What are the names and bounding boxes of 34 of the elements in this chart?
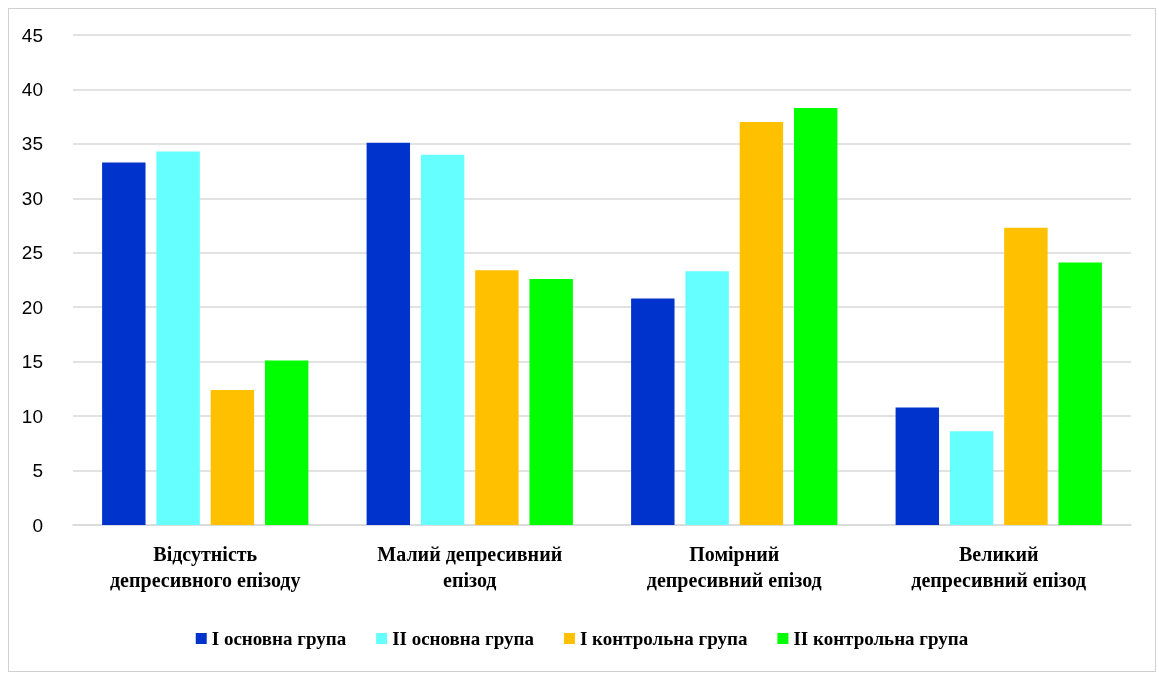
y-tick-label: 0 [32, 514, 43, 536]
legend-label: I основна група [211, 628, 347, 649]
legend-label: I контрольна група [579, 628, 748, 649]
bar [420, 154, 465, 525]
y-tick-label: 15 [21, 351, 43, 373]
x-tick-label: Малий депресивний епізод [377, 543, 563, 591]
y-tick-label: 5 [32, 460, 43, 482]
y-tick-label: 30 [21, 187, 43, 209]
bar [793, 107, 838, 525]
bar [685, 271, 729, 525]
bar [631, 298, 675, 525]
y-tick-label: 45 [21, 24, 43, 46]
bar [366, 142, 411, 525]
x-tick-label: Відсутність депресивного епізоду [110, 543, 301, 592]
bar [1058, 262, 1102, 525]
bar [739, 122, 784, 525]
x-tick-label: Помірний депресивний епізод [646, 543, 822, 592]
x-tick-label: Великий депресивний епізод [911, 543, 1087, 592]
y-tick-label: 35 [21, 133, 43, 155]
y-tick-label: 10 [21, 405, 43, 427]
bar [949, 431, 994, 525]
bar [264, 360, 309, 525]
y-tick-label: 25 [21, 242, 43, 264]
bar [475, 270, 519, 525]
bar [210, 389, 255, 525]
bar [895, 407, 940, 525]
bar [1004, 227, 1048, 525]
legend-label: II контрольна група [793, 628, 969, 649]
y-tick-label: 40 [21, 78, 43, 100]
bar [102, 162, 146, 525]
legend-label: II основна група [392, 628, 535, 649]
bar [529, 278, 573, 525]
y-tick-label: 20 [21, 296, 43, 318]
bar [156, 151, 200, 525]
